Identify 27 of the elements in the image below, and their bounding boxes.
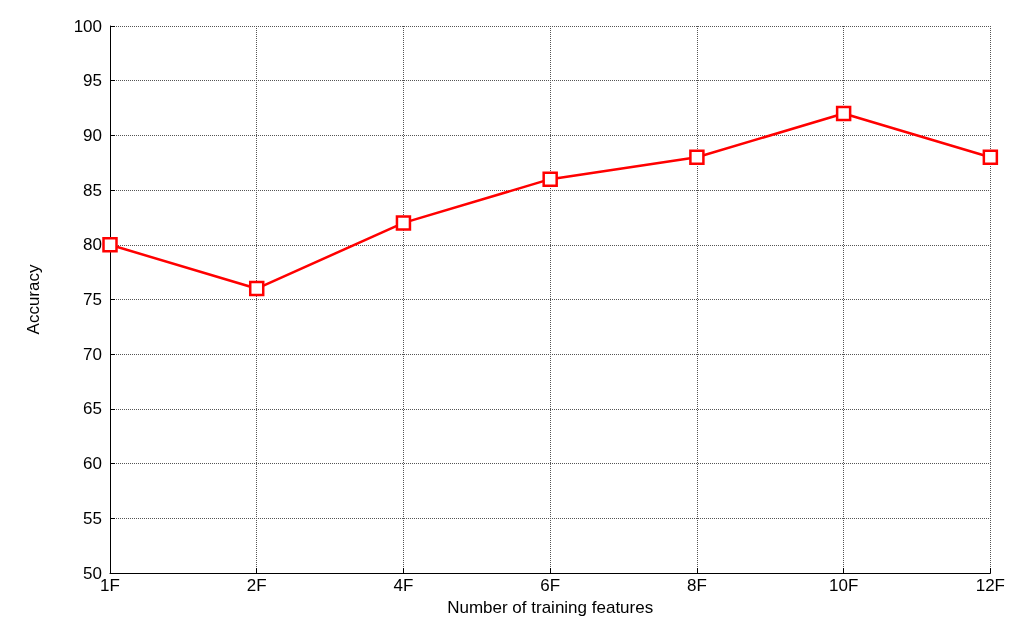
y-tick-label: 55 xyxy=(83,508,102,528)
y-tick-label: 80 xyxy=(83,235,102,255)
x-tick-label: 12F xyxy=(975,576,1005,595)
x-tick-label: 4F xyxy=(393,576,414,595)
y-tick-label: 70 xyxy=(83,344,102,364)
point xyxy=(102,237,118,253)
y-tick-label: 90 xyxy=(83,125,102,145)
y-tick-label: 75 xyxy=(83,290,102,309)
x-tick-label: 6F xyxy=(540,576,561,595)
x-axis-title: Number of training features xyxy=(447,598,654,617)
x-tick-label: 2F xyxy=(246,576,267,595)
point xyxy=(248,280,265,297)
y-tick-label: 50 xyxy=(83,563,102,583)
x-tick-label: 1F xyxy=(100,576,120,595)
point xyxy=(395,215,412,231)
x-tick-label: 10F xyxy=(828,576,859,595)
y-tick-label: 60 xyxy=(83,454,102,474)
point xyxy=(542,171,558,187)
y-tick-label: 65 xyxy=(83,399,102,419)
x-tick-label: 8F xyxy=(686,576,707,595)
y-axis-title: Accuracy xyxy=(24,264,43,335)
point xyxy=(982,149,999,166)
y-tick-label: 95 xyxy=(83,71,102,91)
y-tick-label: 85 xyxy=(83,180,102,200)
point xyxy=(689,149,705,166)
point xyxy=(835,105,852,122)
y-tick-label: 100 xyxy=(73,16,102,36)
